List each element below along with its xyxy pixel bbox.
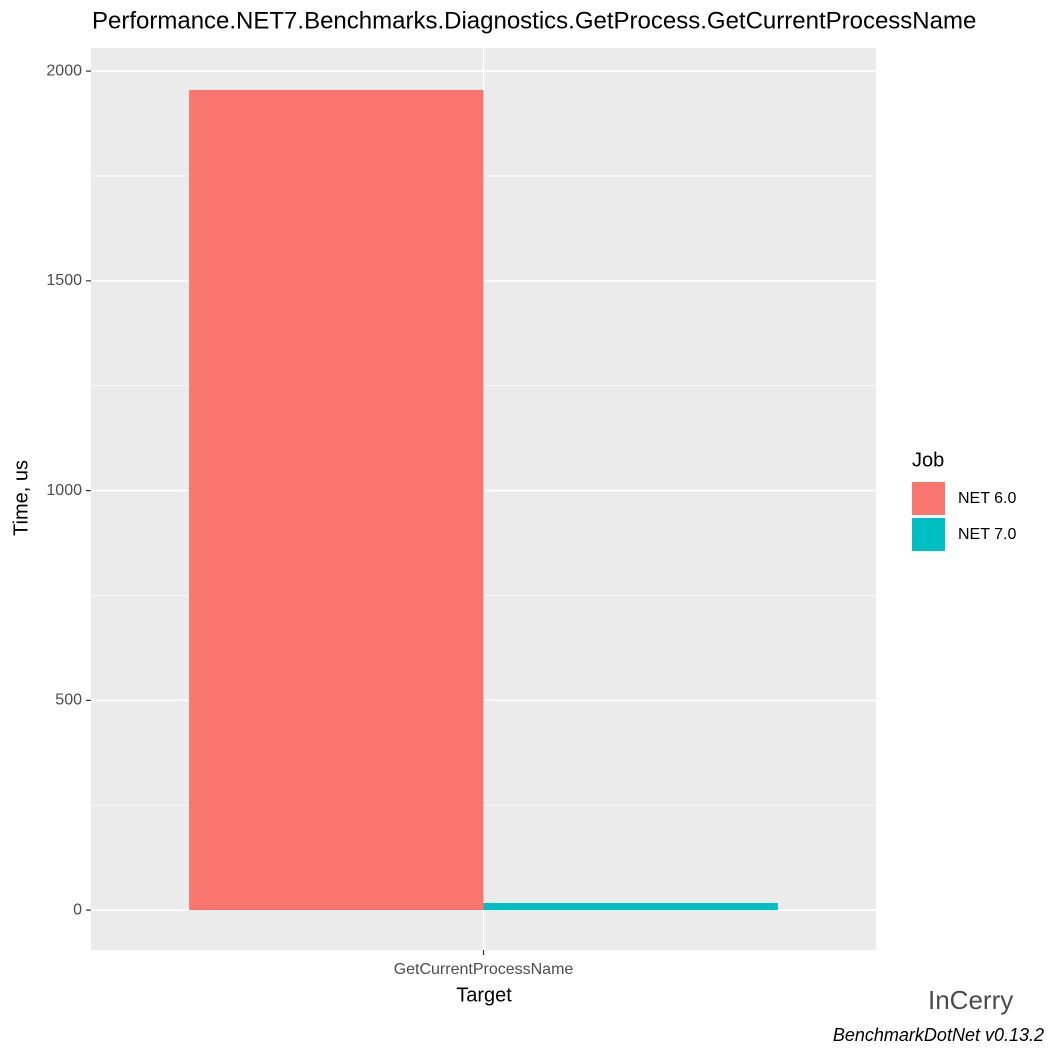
y-tick-label: 0 <box>73 901 82 918</box>
legend-key <box>912 518 945 551</box>
legend-key <box>912 482 945 515</box>
legend-title: Job <box>912 449 944 471</box>
x-tick-label: GetCurrentProcessName <box>394 961 574 978</box>
watermark: InCerry <box>928 985 1013 1015</box>
y-tick-label: 2000 <box>46 62 82 79</box>
caption: BenchmarkDotNet v0.13.2 <box>833 1025 1044 1045</box>
y-axis-label: Time, us <box>10 460 32 536</box>
y-tick-label: 500 <box>55 692 82 709</box>
x-axis-label: Target <box>456 984 512 1006</box>
y-tick-label: 1000 <box>46 482 82 499</box>
y-tick-label: 1500 <box>46 272 82 289</box>
chart-title: Performance.NET7.Benchmarks.Diagnostics.… <box>92 7 976 34</box>
legend-label: NET 6.0 <box>958 490 1017 507</box>
legend-label: NET 7.0 <box>958 526 1017 543</box>
bar <box>483 903 778 911</box>
bar <box>189 89 484 911</box>
